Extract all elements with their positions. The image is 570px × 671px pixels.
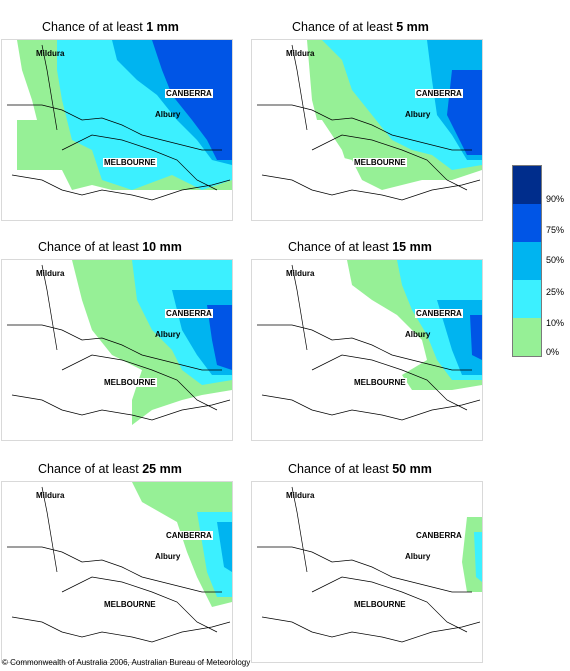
legend-colorbar <box>512 165 542 357</box>
city-albury: Albury <box>155 110 181 119</box>
map-10mm: Mildura CANBERRA Albury MELBOURNE <box>1 259 233 441</box>
legend-label-0: 0% <box>546 347 560 357</box>
legend-swatch-10 <box>513 318 541 356</box>
city-melbourne: MELBOURNE <box>353 158 407 167</box>
city-melbourne: MELBOURNE <box>103 600 157 609</box>
city-canberra: CANBERRA <box>415 89 463 98</box>
city-melbourne: MELBOURNE <box>353 600 407 609</box>
city-canberra: CANBERRA <box>415 309 463 318</box>
city-mildura: Mildura <box>286 491 315 500</box>
city-albury: Albury <box>405 552 431 561</box>
legend-label-25: 25% <box>546 287 565 297</box>
map-5mm: Mildura CANBERRA Albury MELBOURNE <box>251 39 483 221</box>
city-canberra: CANBERRA <box>415 531 463 540</box>
legend-label-75: 75% <box>546 225 565 235</box>
legend-label-90: 90% <box>546 194 565 204</box>
panel-title-50mm: Chance of at least 50 mm <box>288 462 432 476</box>
map-25mm: Mildura CANBERRA Albury MELBOURNE <box>1 481 233 663</box>
legend-label-50: 50% <box>546 255 565 265</box>
legend-label-10: 10% <box>546 318 565 328</box>
map-1mm: Mildura CANBERRA Albury MELBOURNE <box>1 39 233 221</box>
copyright-notice: © Commonwealth of Australia 2006, Austra… <box>2 658 251 667</box>
city-mildura: Mildura <box>286 49 315 58</box>
legend-swatch-90 <box>513 166 541 204</box>
city-canberra: CANBERRA <box>165 309 213 318</box>
city-melbourne: MELBOURNE <box>353 378 407 387</box>
legend-swatch-25 <box>513 280 541 318</box>
city-albury: Albury <box>405 110 431 119</box>
panel-title-15mm: Chance of at least 15 mm <box>288 240 432 254</box>
city-albury: Albury <box>155 552 181 561</box>
panel-title-25mm: Chance of at least 25 mm <box>38 462 182 476</box>
legend-swatch-75 <box>513 204 541 242</box>
city-melbourne: MELBOURNE <box>103 378 157 387</box>
city-mildura: Mildura <box>36 269 65 278</box>
city-canberra: CANBERRA <box>165 531 213 540</box>
city-melbourne: MELBOURNE <box>103 158 157 167</box>
map-15mm: Mildura CANBERRA Albury MELBOURNE <box>251 259 483 441</box>
city-mildura: Mildura <box>286 269 315 278</box>
map-50mm: Mildura CANBERRA Albury MELBOURNE <box>251 481 483 663</box>
city-mildura: Mildura <box>36 49 65 58</box>
city-mildura: Mildura <box>36 491 65 500</box>
legend-swatch-50 <box>513 242 541 280</box>
city-albury: Albury <box>405 330 431 339</box>
panel-title-1mm: Chance of at least 1 mm <box>42 20 179 34</box>
city-canberra: CANBERRA <box>165 89 213 98</box>
city-albury: Albury <box>155 330 181 339</box>
panel-title-5mm: Chance of at least 5 mm <box>292 20 429 34</box>
panel-title-10mm: Chance of at least 10 mm <box>38 240 182 254</box>
